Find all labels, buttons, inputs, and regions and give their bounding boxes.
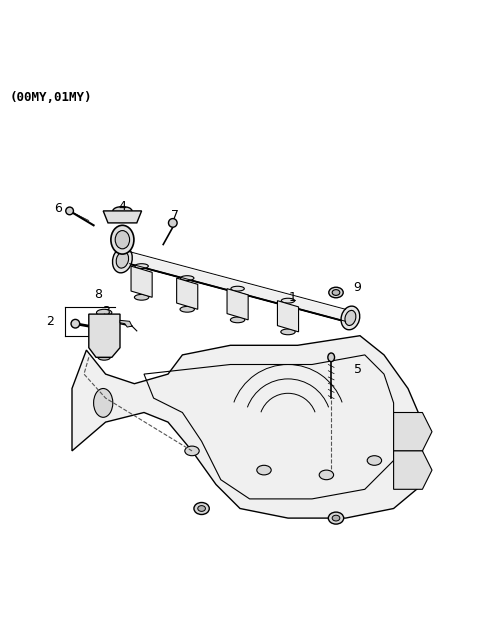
Ellipse shape: [328, 512, 344, 524]
Text: 4: 4: [119, 199, 126, 213]
Ellipse shape: [185, 446, 199, 456]
Ellipse shape: [71, 320, 80, 328]
Text: 6: 6: [54, 202, 61, 215]
Polygon shape: [394, 451, 432, 489]
Ellipse shape: [231, 286, 244, 291]
Ellipse shape: [281, 329, 295, 335]
Text: (00MY,01MY): (00MY,01MY): [10, 91, 92, 104]
Ellipse shape: [180, 276, 194, 280]
Polygon shape: [277, 301, 299, 332]
Ellipse shape: [180, 306, 194, 312]
Ellipse shape: [367, 456, 382, 465]
Polygon shape: [131, 266, 152, 298]
Ellipse shape: [135, 264, 148, 268]
Ellipse shape: [134, 294, 149, 300]
Ellipse shape: [281, 298, 295, 303]
Polygon shape: [130, 252, 346, 322]
Text: 1: 1: [289, 291, 297, 304]
Text: 9: 9: [354, 281, 361, 294]
Polygon shape: [177, 278, 198, 310]
Ellipse shape: [94, 389, 113, 417]
Ellipse shape: [111, 225, 134, 254]
Text: 2: 2: [47, 315, 54, 328]
Polygon shape: [394, 413, 432, 451]
Ellipse shape: [115, 230, 130, 249]
Text: 7: 7: [171, 209, 179, 222]
Ellipse shape: [345, 310, 356, 325]
Ellipse shape: [230, 317, 245, 323]
Polygon shape: [72, 335, 422, 518]
Ellipse shape: [98, 354, 110, 360]
Polygon shape: [103, 211, 142, 223]
Ellipse shape: [112, 247, 132, 273]
Ellipse shape: [168, 218, 177, 227]
Ellipse shape: [319, 470, 334, 480]
Polygon shape: [227, 289, 248, 320]
Ellipse shape: [96, 310, 112, 316]
Ellipse shape: [66, 207, 73, 215]
Polygon shape: [120, 320, 132, 327]
Ellipse shape: [341, 306, 360, 330]
Ellipse shape: [332, 290, 340, 296]
Text: 8: 8: [109, 329, 117, 341]
Ellipse shape: [257, 465, 271, 475]
Ellipse shape: [116, 251, 129, 268]
Ellipse shape: [328, 353, 335, 361]
Ellipse shape: [113, 206, 132, 215]
Ellipse shape: [198, 506, 205, 511]
Text: 3: 3: [102, 305, 109, 318]
Ellipse shape: [194, 503, 209, 515]
Text: 5: 5: [354, 363, 361, 376]
Polygon shape: [89, 314, 120, 357]
Text: 8: 8: [95, 289, 102, 301]
Ellipse shape: [332, 515, 340, 521]
Ellipse shape: [329, 287, 343, 298]
